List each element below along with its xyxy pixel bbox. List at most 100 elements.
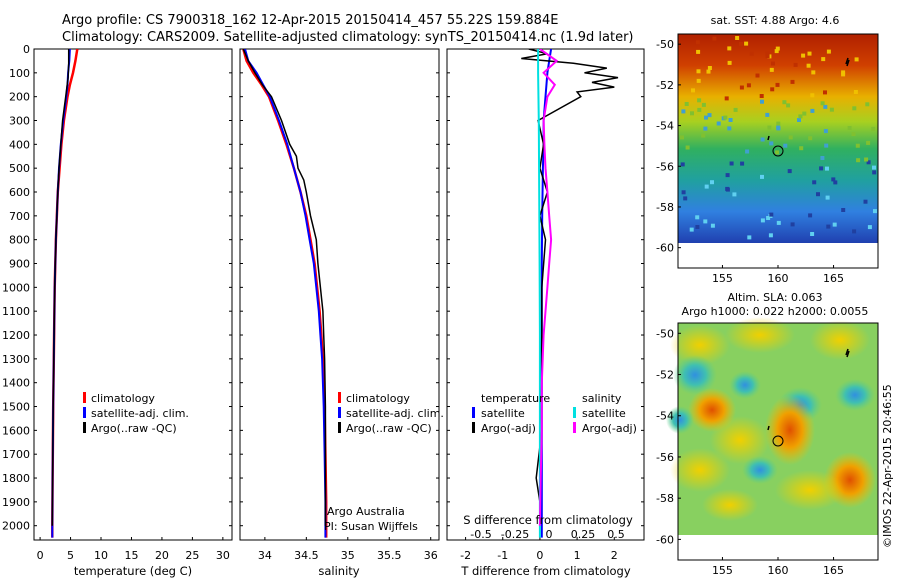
sst-pixel [681, 109, 686, 114]
sst-pixel [783, 143, 788, 148]
sst-pixel [725, 173, 730, 178]
series-line-climatology [242, 49, 328, 538]
sst-pixel [727, 46, 732, 51]
sst-pixel [746, 83, 751, 88]
sst-map-title: sat. SST: 4.88 Argo: 4.6 [711, 14, 840, 27]
sst-pixel [765, 112, 770, 117]
sst-pixel [760, 137, 765, 142]
map-y-tick-label: -52 [656, 369, 674, 382]
sst-pixel [832, 222, 837, 227]
sst-pixel [767, 125, 772, 130]
sst-pixel [685, 145, 690, 150]
sst-pixel [680, 135, 684, 140]
sst-pixel [812, 180, 817, 185]
sst-pixel [771, 61, 775, 66]
sst-pixel [873, 209, 877, 214]
sst-pixel [712, 36, 717, 41]
sla-blob [670, 448, 730, 492]
sst-pixel [740, 161, 745, 166]
depth-tick-label: 1800 [2, 472, 30, 485]
legend-label: satellite [582, 407, 626, 420]
legend-title-temperature: temperature [481, 392, 550, 405]
sla-blobs [666, 317, 876, 521]
sst-pixel [744, 41, 749, 46]
x-tick-label: 35 [341, 549, 355, 562]
argo-track [767, 57, 850, 141]
depth-tick-label: 1200 [2, 329, 30, 342]
sst-pixel [695, 40, 700, 45]
depth-tick-label: 1700 [2, 448, 30, 461]
map-x-tick-label: 155 [712, 272, 733, 285]
map-x-tick-label: 155 [712, 564, 733, 577]
legend-title-salinity: salinity [582, 392, 622, 405]
temperature-series [51, 49, 79, 538]
sst-pixel [825, 195, 830, 200]
series-line-argo [242, 49, 327, 526]
salinity-series [242, 49, 328, 538]
depth-tick-label: 1600 [2, 424, 30, 437]
sst-pixel [799, 146, 804, 151]
sst-pixel [681, 190, 686, 195]
depth-tick-label: 1900 [2, 496, 30, 509]
sla-map-subtitle: Argo h1000: 0.022 h2000: 0.0055 [682, 305, 869, 318]
map-y-tick-label: -60 [656, 533, 674, 546]
sla-nodata [678, 535, 878, 560]
depth-tick-label: 800 [9, 234, 30, 247]
map-y-tick-label: -56 [656, 451, 674, 464]
sst-pixel [706, 69, 711, 74]
sst-pixel [701, 133, 706, 138]
x-tick-label: 0 [37, 549, 44, 562]
legend-label: Argo(..raw -QC) [346, 422, 432, 435]
sst-pixel [775, 46, 780, 51]
sla-blob [835, 379, 875, 411]
sla-blob [742, 456, 778, 484]
sst-pixel [739, 85, 744, 90]
sst-pixel [766, 216, 771, 220]
sst-pixel [690, 111, 694, 116]
sst-pixel [823, 129, 828, 134]
argo-annotation-1: Argo Australia [327, 505, 405, 518]
x-tick-label: 10 [94, 549, 108, 562]
sst-pixel [810, 232, 815, 236]
sst-pixel [816, 192, 820, 197]
sst-pixel [724, 96, 729, 101]
depth-tick-label: 500 [9, 162, 30, 175]
sla-blob [810, 320, 870, 360]
sst-pixel [798, 114, 803, 119]
sst-pixel [769, 212, 774, 217]
sst-pixel [727, 126, 732, 131]
sst-pixel [826, 224, 831, 229]
legend-label: satellite [481, 407, 525, 420]
legend-swatch-argo [338, 422, 341, 433]
sst-pixel [725, 186, 730, 191]
sst-pixel [821, 57, 826, 62]
argo-track [767, 348, 850, 431]
sst-nodata [678, 243, 878, 268]
sst-pixel [701, 102, 706, 107]
map-y-tick-label: -54 [656, 120, 674, 133]
depth-tick-label: 1500 [2, 401, 30, 414]
x-tick-label: 30 [216, 549, 230, 562]
sst-pixel [759, 94, 764, 98]
sst-pixel [755, 73, 760, 78]
map-x-tick-label: 160 [768, 272, 789, 285]
x-tick-label: 34 [258, 549, 272, 562]
difference-xlabel-2: S difference from climatology [463, 513, 633, 527]
sst-pixel [797, 118, 801, 122]
sst-pixel [710, 180, 714, 185]
legend-swatch-sat-salinity [573, 407, 576, 418]
map-x-tick-label: 165 [823, 272, 844, 285]
sst-pixel [852, 229, 857, 234]
depth-tick-label: 300 [9, 115, 30, 128]
temperature-legend: climatology satellite-adj. clim. Argo(..… [83, 392, 189, 435]
sst-pixel [786, 103, 791, 108]
sst-pixel [801, 53, 806, 58]
depth-tick-label: 700 [9, 210, 30, 223]
x-axes: 0 5 10 15 20 25 30 34 34.5 35 35.5 36 -2 -1 0 1 2 -0.5 -0.… [37, 528, 625, 562]
sst-pixel [703, 126, 708, 131]
sla-blob [666, 406, 694, 434]
legend-label: climatology [91, 392, 155, 405]
sla-blob [710, 416, 770, 464]
sst-pixel [802, 111, 807, 116]
